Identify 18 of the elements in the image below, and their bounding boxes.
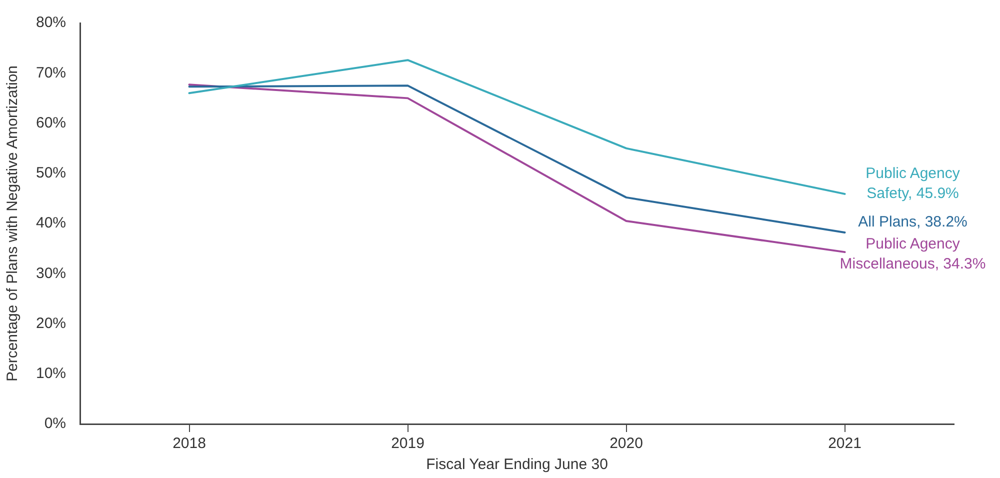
y-tick-label: 50% [36, 164, 66, 182]
x-axis-title: Fiscal Year Ending June 30 [426, 456, 608, 474]
x-tick-label: 2018 [172, 435, 206, 452]
y-tick-label: 20% [36, 314, 66, 332]
y-tick-label: 0% [44, 415, 66, 432]
annotation: All Plans, 38.2% [858, 214, 968, 231]
x-tick-label: 2021 [828, 435, 862, 452]
y-tick-label: 30% [36, 264, 66, 282]
y-tick-label: 10% [36, 365, 66, 382]
x-tick-label: 2020 [610, 435, 643, 452]
x-tick-label: 2019 [391, 435, 424, 452]
y-tick-label: 80% [36, 14, 66, 32]
y-axis-title: Percentage of Plans with Negative Amortization [4, 65, 22, 382]
y-tick-label: 40% [36, 214, 66, 232]
y-tick-label: 60% [36, 114, 66, 132]
annotation: Public Agency Miscellaneous, 34.3% [840, 236, 986, 273]
y-tick-label: 70% [36, 64, 66, 82]
annotation: Public Agency Safety, 45.9% [866, 165, 960, 202]
